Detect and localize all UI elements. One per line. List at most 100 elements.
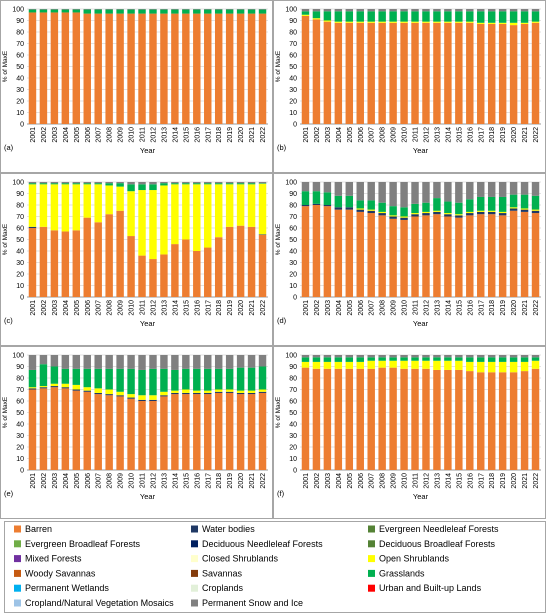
bar-segment xyxy=(138,399,146,401)
bar-segment xyxy=(477,182,485,197)
y-tick-label: 100 xyxy=(12,353,24,360)
y-tick-label: 80 xyxy=(16,30,24,37)
bar-segment xyxy=(356,182,364,201)
bar-segment xyxy=(258,355,267,367)
y-tick-label: 10 xyxy=(16,110,24,117)
bar-segment xyxy=(422,357,430,361)
y-tick-label: 50 xyxy=(16,237,24,244)
bar-segment xyxy=(301,191,310,205)
bar-segment xyxy=(149,184,157,191)
x-tick-label: 2013 xyxy=(434,300,441,316)
bar-segment xyxy=(39,12,48,125)
bar-segment xyxy=(477,211,485,215)
bar-segment xyxy=(411,360,419,369)
bar-segment xyxy=(444,369,452,470)
bar-segment xyxy=(258,13,267,125)
bar-segment xyxy=(367,21,375,23)
bar-segment xyxy=(389,367,397,470)
bar-segment xyxy=(225,9,234,14)
bar-segment xyxy=(236,367,245,391)
bar-segment xyxy=(39,355,48,365)
bar-segment xyxy=(487,11,496,23)
bar-segment xyxy=(105,389,113,395)
x-tick-label: 2018 xyxy=(216,473,223,489)
bar-segment xyxy=(50,355,59,367)
x-tick-label: 2019 xyxy=(227,473,234,489)
legend-label: Barren xyxy=(25,524,52,534)
bar-segment xyxy=(520,11,529,23)
bar-segment xyxy=(83,368,91,388)
bar-segment xyxy=(83,13,91,125)
x-tick-label: 2022 xyxy=(260,473,267,489)
bar-segment xyxy=(367,360,375,369)
bar-segment xyxy=(138,190,146,256)
bar-segment xyxy=(400,368,408,470)
bar-segment xyxy=(171,9,179,14)
y-tick-label: 40 xyxy=(16,76,24,83)
bar-segment xyxy=(323,21,332,124)
legend-label: Mixed Forests xyxy=(25,554,82,564)
bar-segment xyxy=(83,184,91,218)
bar-segment xyxy=(127,355,135,369)
bar-segment xyxy=(323,206,332,297)
bar-segment xyxy=(498,9,507,12)
y-tick-label: 70 xyxy=(16,214,24,221)
bar-segment xyxy=(204,9,212,14)
x-tick-label: 2016 xyxy=(467,300,474,316)
bar-segment xyxy=(422,355,430,358)
x-tick-label: 2011 xyxy=(140,300,147,315)
bar-segment xyxy=(531,195,540,210)
bar-segment xyxy=(389,182,397,207)
x-tick-label: 2013 xyxy=(161,300,168,316)
bar-segment xyxy=(531,22,540,124)
bar-segment xyxy=(422,211,430,214)
legend-swatch xyxy=(368,525,375,533)
bar-segment xyxy=(182,368,190,390)
panel-border xyxy=(273,0,546,173)
bar-segment xyxy=(116,396,124,470)
bar-segment xyxy=(258,234,267,297)
bar-segment xyxy=(127,184,135,192)
y-tick-label: 90 xyxy=(16,191,24,198)
bar-segment xyxy=(433,369,441,470)
bar-segment xyxy=(487,22,496,24)
bar-segment xyxy=(378,211,386,214)
bar-segment xyxy=(28,369,37,388)
bar-segment xyxy=(127,397,135,399)
bar-segment xyxy=(389,21,397,23)
bar-segment xyxy=(422,213,430,216)
y-tick-label: 50 xyxy=(289,64,297,71)
bar-segment xyxy=(160,13,168,125)
legend-swatch xyxy=(14,584,21,592)
bar-segment xyxy=(61,9,70,13)
bar-segment xyxy=(356,355,364,358)
bar-segment xyxy=(477,9,485,12)
chart-panel-b: 0 10 20 30 40 50 60 70 80 90 100 % of MaxE 2001 2002 2… xyxy=(273,0,546,173)
bar-segment xyxy=(531,213,540,297)
bar-segment xyxy=(83,355,91,369)
x-tick-label: 2008 xyxy=(380,473,387,489)
x-tick-label: 2017 xyxy=(478,300,485,316)
bar-segment xyxy=(509,208,518,211)
legend-label: Deciduous Needleleaf Forests xyxy=(202,539,323,549)
bar-segment xyxy=(531,209,540,211)
bar-segment xyxy=(367,9,375,12)
bar-segment xyxy=(400,217,408,220)
x-tick-label: 2021 xyxy=(522,300,529,316)
legend-swatch xyxy=(14,525,21,533)
x-tick-label: 2006 xyxy=(358,473,365,489)
bar-segment xyxy=(356,211,364,297)
y-axis-label: % of MaxE xyxy=(2,396,9,428)
x-tick-label: 2014 xyxy=(172,300,179,316)
bar-segment xyxy=(236,225,245,297)
bar-segment xyxy=(477,361,485,373)
bar-segment xyxy=(127,236,135,297)
panel-label: (a) xyxy=(4,143,14,152)
bar-segment xyxy=(193,9,201,14)
bar-segment xyxy=(367,210,375,214)
bar-segment xyxy=(94,184,102,223)
bar-segment xyxy=(334,22,343,124)
x-tick-label: 2003 xyxy=(52,127,59,143)
legend-item: Savannas xyxy=(191,568,243,578)
